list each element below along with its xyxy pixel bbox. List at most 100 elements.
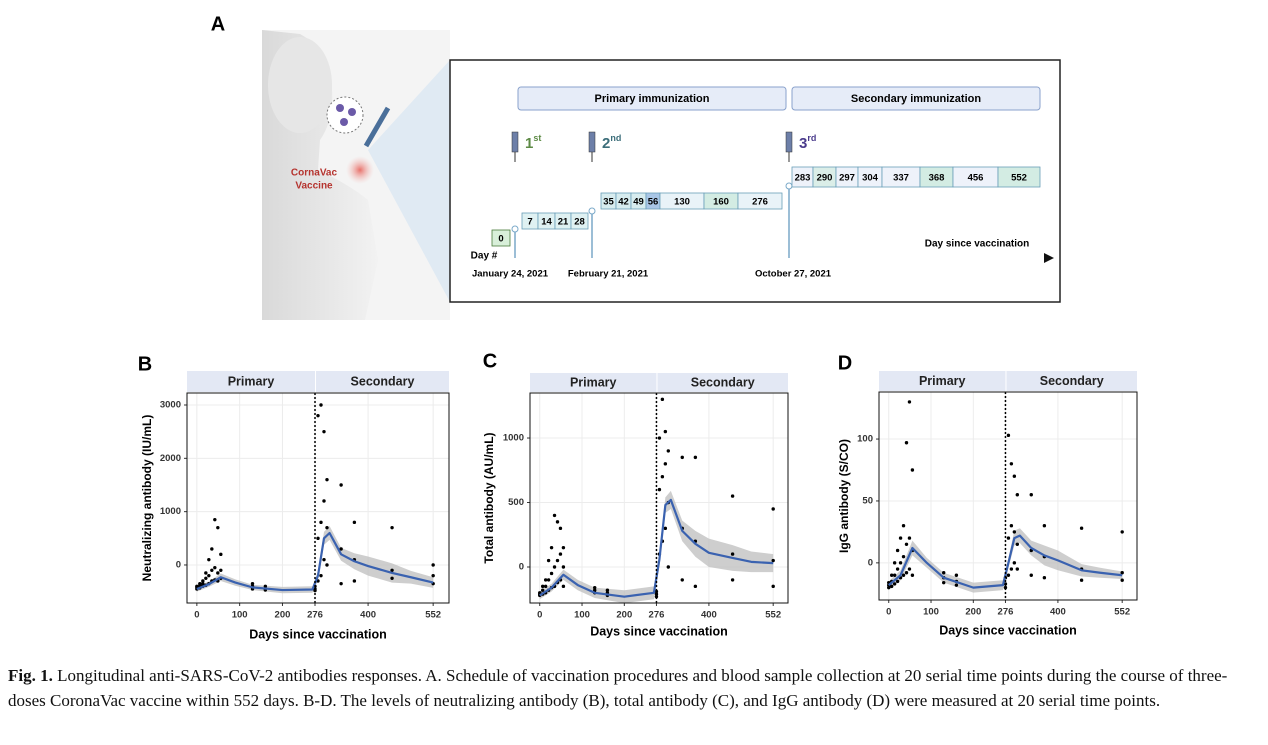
dose-dot bbox=[785, 182, 793, 190]
data-point bbox=[319, 403, 323, 407]
data-point bbox=[1006, 536, 1011, 540]
day-label: 42 bbox=[618, 197, 629, 208]
header-box bbox=[517, 86, 787, 111]
data-point bbox=[322, 499, 326, 503]
data-point bbox=[1006, 573, 1011, 577]
y-tick-label: 100 bbox=[857, 434, 873, 445]
data-point bbox=[904, 441, 909, 445]
day-box bbox=[570, 212, 589, 230]
data-point bbox=[889, 584, 894, 589]
data-point bbox=[549, 545, 554, 550]
day-label: 456 bbox=[968, 173, 984, 184]
day-label: 0 bbox=[498, 234, 503, 245]
facet-label: Primary bbox=[570, 375, 617, 389]
data-point bbox=[942, 580, 946, 585]
dose-suffix: rd bbox=[807, 133, 816, 143]
header: Primary immunization bbox=[595, 93, 710, 105]
date: January 24, 2021 bbox=[472, 269, 549, 280]
data-point bbox=[207, 573, 211, 578]
data-point bbox=[904, 542, 909, 546]
x-tick-label: 100 bbox=[923, 607, 939, 618]
dose-label: 1st bbox=[525, 133, 541, 152]
data-point bbox=[339, 483, 343, 487]
header-box bbox=[791, 86, 1041, 111]
data-point bbox=[322, 429, 326, 434]
x-tick-label: 200 bbox=[965, 607, 981, 618]
data-point bbox=[1042, 576, 1047, 580]
data-point bbox=[250, 581, 255, 586]
plot-frame bbox=[529, 392, 789, 604]
dose-number: 1 bbox=[525, 135, 533, 152]
data-point bbox=[546, 578, 551, 582]
day-label: 35 bbox=[603, 197, 614, 208]
x-tick-label: 200 bbox=[275, 610, 291, 621]
panel-label: A bbox=[211, 13, 225, 35]
data-point bbox=[942, 571, 946, 575]
data-point bbox=[1003, 585, 1008, 590]
plot-frame bbox=[878, 391, 1138, 601]
x-tick-label: 552 bbox=[1114, 607, 1130, 618]
data-point bbox=[887, 585, 891, 590]
data-point bbox=[219, 552, 223, 557]
data-point bbox=[954, 583, 959, 587]
x-tick-label: 552 bbox=[765, 610, 781, 621]
data-point bbox=[680, 578, 684, 582]
data-point bbox=[954, 573, 959, 577]
data-point bbox=[1029, 573, 1033, 577]
data-point bbox=[663, 429, 668, 434]
data-point bbox=[325, 477, 329, 482]
day-label: 14 bbox=[541, 217, 552, 228]
data-point bbox=[901, 573, 906, 577]
figure: A CornaVac Vaccine Primary immunization … bbox=[138, 13, 1138, 641]
y-axis-title: IgG antibody (S/CO) bbox=[837, 439, 851, 553]
data-point bbox=[210, 547, 214, 551]
y-tick-label: 0 bbox=[868, 557, 873, 568]
data-point bbox=[895, 579, 900, 584]
data-point bbox=[561, 565, 566, 569]
data-point bbox=[889, 573, 894, 577]
data-point bbox=[431, 573, 435, 578]
data-point bbox=[1012, 530, 1017, 534]
data-point bbox=[543, 578, 548, 582]
data-point bbox=[263, 584, 268, 589]
data-point bbox=[680, 455, 684, 460]
data-point bbox=[1015, 542, 1020, 546]
facet-strip bbox=[530, 373, 657, 392]
data-point bbox=[195, 584, 199, 589]
x-tick-label: 100 bbox=[232, 610, 248, 621]
vaccine-label: Vaccine bbox=[295, 181, 333, 192]
y-tick-label: 0 bbox=[176, 559, 181, 570]
data-point bbox=[654, 594, 659, 599]
data-point bbox=[666, 449, 671, 453]
data-point bbox=[1015, 493, 1020, 497]
data-point bbox=[390, 525, 394, 530]
smooth-line bbox=[539, 498, 774, 598]
caption-label: Fig. 1. bbox=[8, 666, 53, 685]
x-axis-title: Days since vaccination bbox=[590, 624, 728, 638]
data-point bbox=[904, 571, 909, 575]
day-box bbox=[737, 192, 783, 210]
data-point bbox=[1009, 462, 1014, 466]
x-tick-label: 276 bbox=[307, 610, 323, 621]
date: February 21, 2021 bbox=[568, 269, 649, 280]
day-label: 49 bbox=[633, 197, 644, 208]
facet-label: Secondary bbox=[691, 375, 755, 389]
data-point bbox=[901, 524, 906, 528]
axis-arrow bbox=[1044, 253, 1054, 263]
data-point bbox=[1003, 582, 1008, 586]
dose-dot bbox=[588, 207, 596, 215]
data-point bbox=[1029, 493, 1033, 497]
smooth-line bbox=[888, 534, 1123, 589]
day-box bbox=[491, 229, 511, 247]
dose-number: 3 bbox=[799, 135, 807, 152]
facet-strip bbox=[879, 371, 1006, 391]
data-point bbox=[204, 576, 208, 581]
data-point bbox=[605, 588, 610, 592]
dose-suffix: nd bbox=[610, 133, 621, 143]
data-point bbox=[558, 552, 563, 556]
y-axis-title: Neutralizing antibody (IU/mL) bbox=[140, 415, 154, 582]
facet-label: Primary bbox=[919, 374, 966, 388]
data-point bbox=[431, 563, 435, 567]
dose-label: 3rd bbox=[799, 133, 816, 152]
